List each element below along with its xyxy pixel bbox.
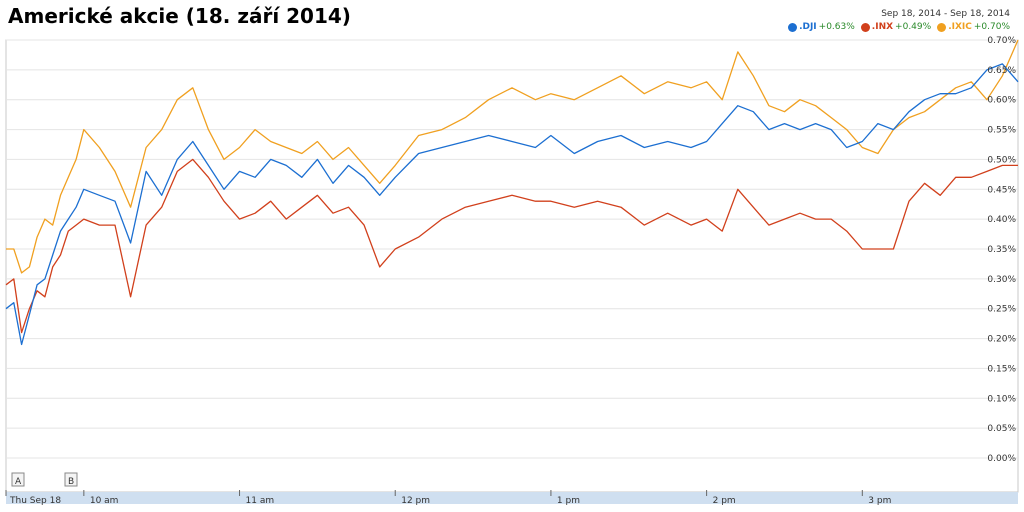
annotation-marker-a[interactable]: A: [11, 472, 25, 487]
annotation-marker-b[interactable]: B: [64, 472, 78, 487]
series-layer: [5, 39, 1019, 346]
chart-title: Americké akcie (18. září 2014): [8, 4, 351, 28]
legend-name: .DJI: [799, 22, 817, 32]
inx-dot-icon: [860, 22, 870, 32]
series-line-dji: [5, 63, 1019, 346]
legend-item-inx[interactable]: .INX +0.49%: [860, 22, 932, 32]
marker-a-label: A: [15, 477, 22, 487]
y-tick-label: 0.40%: [987, 215, 1016, 225]
marker-b-box: [64, 472, 78, 487]
y-tick-label: 0.70%: [987, 36, 1016, 46]
plot-frame: [5, 39, 1019, 493]
y-tick-label: 0.20%: [987, 335, 1016, 345]
legend-change: +0.70%: [973, 22, 1010, 32]
y-tick-label: 0.45%: [987, 185, 1016, 195]
y-axis: 0.70% 0.65% 0.60% 0.55% 0.50% 0.45% 0.40% 0.35%…: [987, 36, 1016, 464]
y-tick-label: 0.15%: [987, 364, 1016, 374]
series-line-ixic: [6, 39, 1019, 274]
legend-item-ixic[interactable]: .IXIC +0.70%: [937, 22, 1010, 32]
date-range-label: Sep 18, 2014 - Sep 18, 2014: [881, 9, 1010, 19]
x-tick-label: 12 pm: [401, 496, 430, 506]
legend-item-dji[interactable]: .DJI +0.63%: [788, 22, 855, 32]
x-tick-label: Thu Sep 18: [9, 496, 61, 506]
marker-b-label: B: [68, 477, 74, 487]
y-tick-label: 0.50%: [987, 155, 1016, 165]
legend-name: .IXIC: [948, 22, 972, 32]
x-tick-label: 11 am: [246, 496, 275, 506]
x-tick-label: 3 pm: [868, 496, 891, 506]
x-tick-label: 2 pm: [713, 496, 736, 506]
x-axis: Thu Sep 18 10 am 11 am 12 pm 1 pm 2 pm 3 pm: [5, 490, 891, 506]
marker-a-box: [11, 472, 25, 487]
x-tick-label: 10 am: [90, 496, 119, 506]
y-tick-label: 0.00%: [987, 454, 1016, 464]
y-tick-label: 0.60%: [987, 96, 1016, 106]
x-axis-bar: [6, 492, 1018, 504]
ixic-dot-icon: [937, 22, 947, 32]
y-tick-label: 0.05%: [987, 424, 1016, 434]
legend-change: +0.63%: [818, 22, 855, 32]
y-tick-label: 0.30%: [987, 275, 1016, 285]
grid: [6, 39, 1018, 459]
y-tick-label: 0.25%: [987, 305, 1016, 315]
y-tick-label: 0.35%: [987, 245, 1016, 255]
legend-name: .INX: [871, 22, 894, 32]
x-tick-label: 1 pm: [557, 496, 580, 506]
y-tick-label: 0.55%: [987, 126, 1016, 136]
y-tick-label: 0.10%: [987, 394, 1016, 404]
series-line-inx: [5, 158, 1018, 334]
legend-change: +0.49%: [895, 22, 932, 32]
dji-dot-icon: [788, 22, 798, 32]
y-tick-label: 0.65%: [987, 66, 1016, 76]
legend: .DJI +0.63% .INX +0.49% .IXIC +0.70%: [788, 22, 1010, 32]
